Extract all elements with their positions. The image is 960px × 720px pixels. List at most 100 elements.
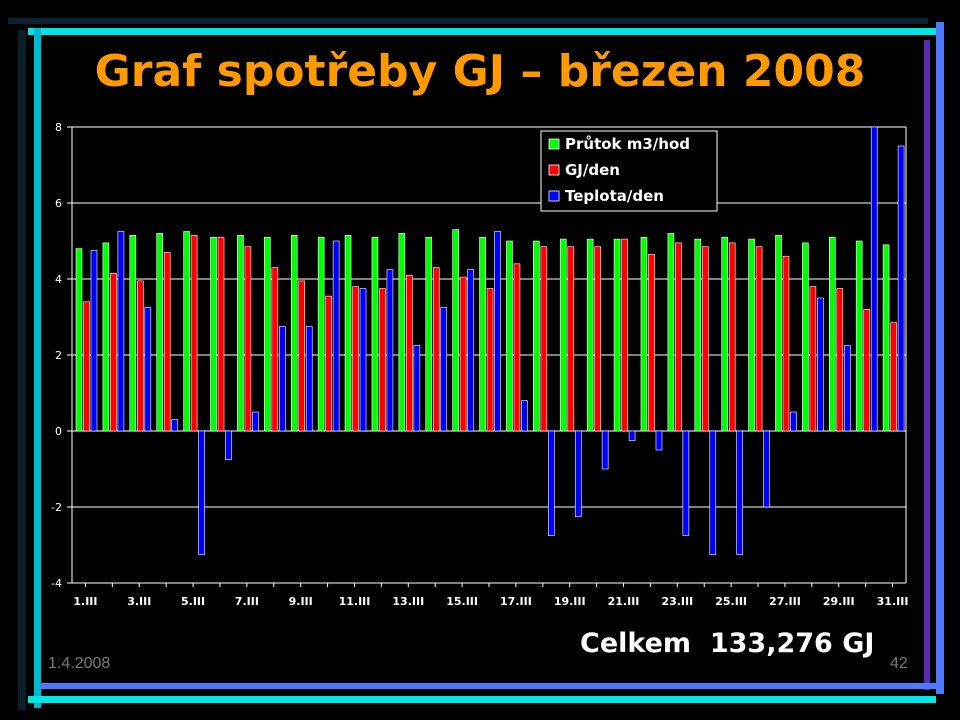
x-tick-label: 21.III [608,595,640,608]
bar-body [621,238,628,432]
bar [163,252,171,432]
x-tick-label: 9.III [289,595,313,608]
bar [479,236,486,432]
bar [413,345,421,432]
bar-body [102,242,110,432]
slide-date: 1.4.2008 [48,655,111,672]
bar [305,326,313,432]
bar [271,267,279,432]
bar [386,269,394,432]
y-tick-label: 6 [55,197,62,210]
bar [601,430,609,470]
bar-body [210,236,217,432]
x-tick-label: 17.III [500,595,532,608]
bar-body [479,236,486,432]
bar-body [163,252,171,432]
bar [828,236,836,432]
bar-body [440,307,448,432]
bar-body [736,430,743,555]
slide-title: Graf spotřeby GJ – březen 2008 [94,46,866,97]
frame-top-line-left [8,18,928,24]
bar-body [494,231,501,432]
bar [137,280,144,432]
bar [459,276,467,432]
bar [252,411,259,432]
bar-body [90,250,98,432]
bar-body [198,430,205,555]
bar-body [755,246,763,432]
bar [567,246,575,432]
bar [102,242,110,432]
y-tick-label: 4 [55,273,62,286]
bar [594,246,601,432]
x-tick-label: 31.III [877,595,909,608]
x-tick-label: 3.III [127,595,151,608]
x-tick-label: 19.III [554,595,586,608]
bar-body [640,236,648,432]
x-tick-label: 1.III [73,595,97,608]
bar [790,411,797,432]
frame-bottom-line-cyan [28,696,936,703]
bar [513,263,521,432]
bar-body [379,288,386,432]
bar [317,236,325,432]
bar [748,238,755,432]
bar-body [628,430,636,441]
bar [540,246,548,432]
bar [156,233,164,432]
bar [244,246,252,432]
bar [890,322,897,432]
bar-body [183,231,190,432]
bar [359,288,367,432]
x-tick-label: 23.III [661,595,693,608]
bar [613,238,621,432]
bar-body [244,246,252,432]
bar [728,242,736,432]
bar-body [540,246,548,432]
bar-body [882,244,890,432]
bar-body [890,322,897,432]
bar-body [432,267,440,432]
bar [817,297,824,432]
bar-body [317,236,325,432]
y-tick-label: 2 [55,349,62,362]
bar-body [790,411,797,432]
bar [843,345,851,432]
bar [882,244,890,432]
bar-body [675,242,682,432]
bar [398,233,406,432]
bar [110,272,117,432]
y-tick-label: -2 [51,501,62,514]
bar-body [694,238,702,432]
bar-body [225,430,232,460]
bar [379,288,386,432]
bar-body [613,238,621,432]
bar-body [567,246,575,432]
bar [721,236,728,432]
bar-body [855,240,863,432]
bar-body [863,309,870,432]
bar-body [506,240,513,432]
bar-body [870,126,878,432]
bar [648,254,655,432]
bar-body [843,345,851,432]
bar-body [586,238,594,432]
bar [809,286,817,432]
bar-body [156,233,164,432]
x-tick-label: 25.III [715,595,747,608]
frame-left-line [18,30,26,710]
bar-body [828,236,836,432]
bar-body [371,236,379,432]
bar [897,145,905,432]
legend-label: Průtok m3/hod [565,135,690,153]
bar [83,301,90,432]
bar-body [117,231,125,432]
bar-body [110,272,117,432]
bar [225,430,232,460]
bar-body [452,229,459,432]
bar-body [836,288,844,432]
legend-swatch [548,164,560,176]
bar [675,242,682,432]
bar [371,236,379,432]
bar-body [682,430,690,536]
